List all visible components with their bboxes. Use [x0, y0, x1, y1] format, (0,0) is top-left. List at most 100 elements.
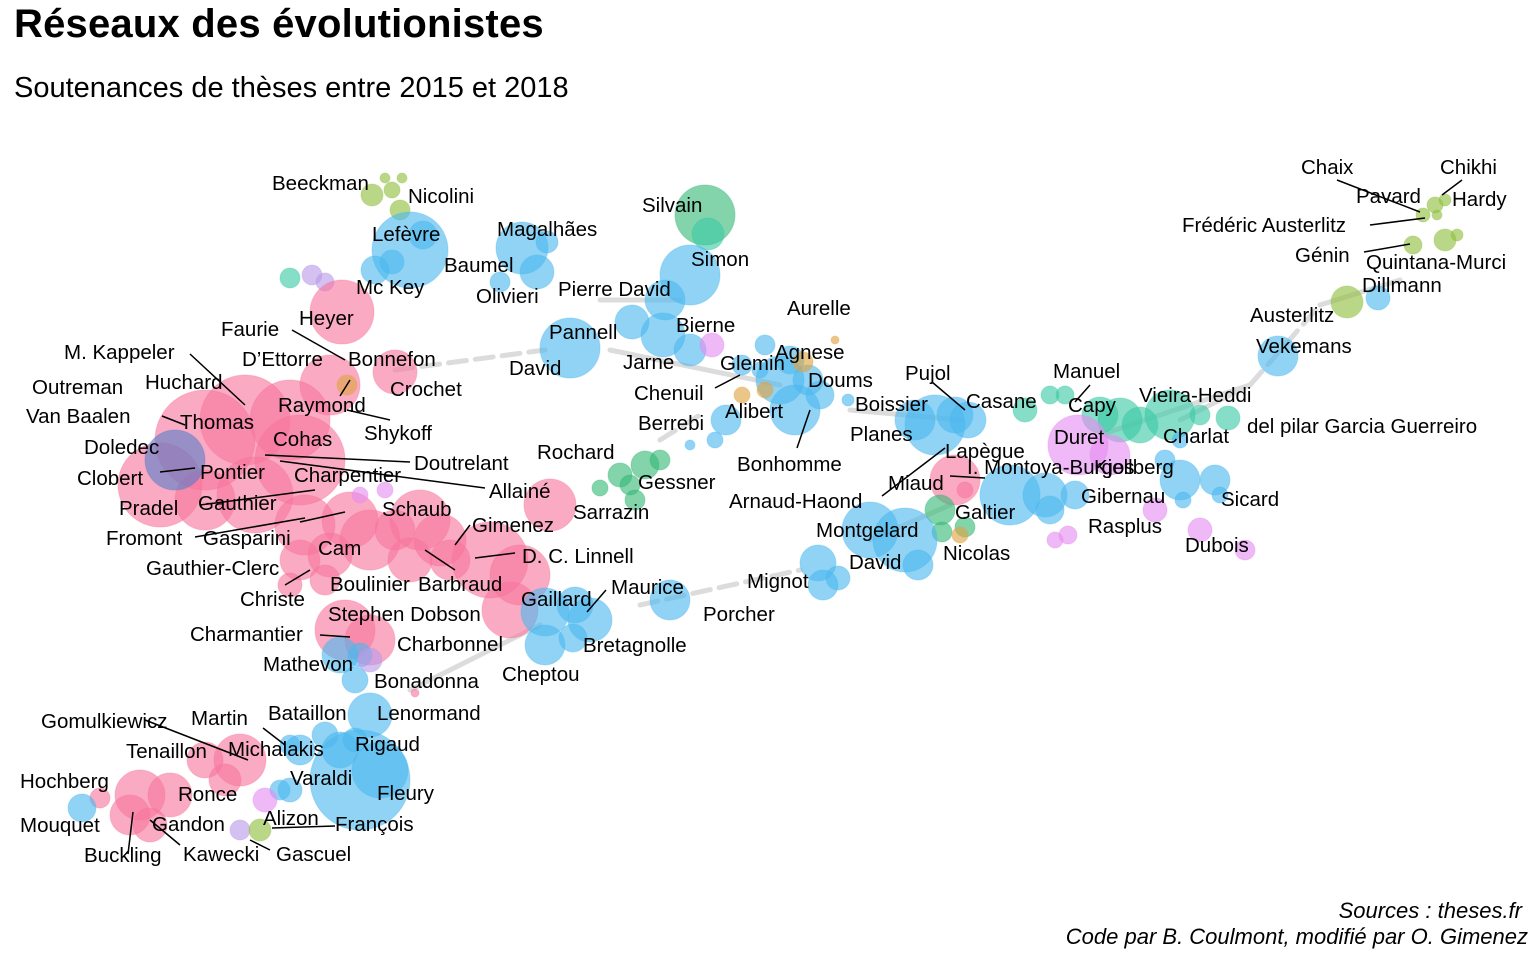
node-label: Stephen Dobson: [328, 603, 481, 626]
node-bubble: [1089, 434, 1131, 476]
node-label: D. C. Linnell: [522, 545, 634, 568]
node-bubble: [902, 549, 934, 581]
node-bubble: [229, 819, 251, 841]
leader-line: [1074, 384, 1091, 403]
node-label: Berrebi: [638, 412, 704, 435]
node-label: Simon: [691, 248, 749, 271]
node-label: Nicolini: [408, 185, 474, 208]
bubble-layer: [67, 172, 1464, 843]
node-label: Hochberg: [20, 770, 109, 793]
node-label: Van Baalen: [26, 405, 130, 428]
node-label: Gandon: [152, 813, 225, 836]
node-label: Baumel: [444, 254, 514, 277]
node-label: Gauthier: [198, 492, 277, 515]
leader-line: [194, 517, 306, 538]
node-bubble: [1142, 497, 1168, 523]
node-label: Capy: [1068, 394, 1117, 417]
node-label: Maurice: [611, 576, 684, 599]
node-bubble: [1415, 207, 1431, 223]
leader-line: [881, 447, 946, 497]
node-bubble: [649, 579, 691, 621]
node-label: Faurie: [221, 318, 279, 341]
node-label: Crochet: [390, 378, 462, 401]
node-bubble: [376, 481, 394, 499]
node-label: Pavard: [1356, 185, 1421, 208]
node-bubble: [147, 772, 193, 818]
node-label: Michalakis: [228, 738, 324, 761]
node-label: Huchard: [145, 371, 223, 394]
leader-line: [1369, 217, 1426, 226]
leader-line: [714, 374, 741, 389]
node-label: Pradel: [119, 497, 178, 520]
node-label: Allainé: [489, 480, 551, 503]
node-bubble: [208, 763, 242, 797]
node-label: Sicard: [1221, 488, 1279, 511]
node-label: Charpentier: [294, 464, 401, 487]
node-label: Bonadonna: [374, 670, 479, 693]
node-label: Alibert: [725, 400, 783, 423]
node-bubble: [1189, 404, 1211, 426]
node-bubble: [357, 647, 383, 673]
node-bubble: [341, 666, 369, 694]
node-label: Pierre David: [558, 278, 671, 301]
node-bubble: [830, 335, 840, 345]
node-label: Montgelard: [816, 519, 919, 542]
node-label: Austerlitz: [1250, 304, 1334, 327]
leader-line-layer: [127, 179, 1463, 855]
node-label: Bonhomme: [737, 453, 842, 476]
leader-line: [159, 467, 196, 473]
node-label: Bonnefon: [348, 348, 436, 371]
leader-line: [346, 409, 391, 421]
caption-credits: Code par B. Coulmont, modifié par O. Gim…: [1065, 924, 1528, 949]
leader-line: [279, 460, 486, 489]
node-bubble: [489, 271, 511, 293]
node-label: Lefèvre: [372, 223, 440, 246]
node-bubble: [360, 183, 384, 207]
node-bubble: [372, 349, 418, 395]
node-bubble: [956, 481, 974, 499]
node-bubble: [1060, 480, 1090, 510]
node-label: Magalhães: [497, 218, 597, 241]
node-label: Tenaillon: [126, 740, 207, 763]
node-label: Pujol: [905, 362, 951, 385]
node-label: Alizon: [263, 807, 319, 830]
node-label: Cheptou: [502, 663, 580, 686]
node-bubble: [841, 393, 855, 407]
node-bubble: [351, 486, 369, 504]
node-bubble: [67, 793, 97, 823]
node-label: Varaldi: [290, 767, 352, 790]
node-bubble: [614, 304, 650, 340]
node-label: François: [335, 813, 414, 836]
node-label: Doums: [808, 369, 873, 392]
node-label: Glemin: [720, 352, 785, 375]
node-bubble: [1058, 525, 1078, 545]
node-label: Doutrelant: [414, 452, 509, 475]
node-bubble: [383, 181, 401, 199]
node-bubble: [539, 317, 601, 379]
node-bubble: [1234, 539, 1256, 561]
node-bubble: [1365, 285, 1391, 311]
node-label: Cam: [318, 537, 361, 560]
node-bubble: [624, 489, 646, 511]
node-label: Vieira-Heddi: [1139, 384, 1251, 407]
node-label: Pontier: [200, 461, 265, 484]
node-label: Génin: [1295, 244, 1350, 267]
node-label: Chikhi: [1440, 156, 1497, 179]
node-label: Duret: [1054, 426, 1104, 449]
node-bubble: [252, 787, 278, 813]
node-label: Quintana-Murci: [1366, 251, 1506, 274]
node-label: Casane: [966, 390, 1037, 413]
node-label: Dubois: [1185, 534, 1249, 557]
node-label: Cohas: [273, 428, 332, 451]
node-bubble: [524, 624, 566, 666]
node-label: Charlat: [1163, 425, 1229, 448]
node-label: Kawecki: [183, 843, 259, 866]
node-label: Kjellberg: [1094, 456, 1174, 479]
node-label: Gascuel: [276, 843, 351, 866]
leader-line: [144, 719, 249, 761]
caption-sources: Sources : theses.fr: [1338, 898, 1522, 923]
leader-line: [149, 819, 181, 846]
node-label: D’Ettorre: [242, 348, 323, 371]
node-bubble: [684, 439, 696, 451]
node-label: Frédéric Austerlitz: [1182, 214, 1346, 237]
